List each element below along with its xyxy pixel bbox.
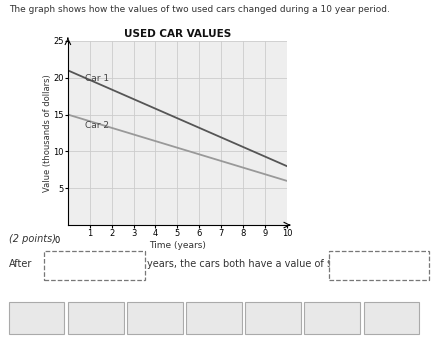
Text: (2 points): (2 points) (9, 234, 56, 243)
Text: :: 6,000: :: 6,000 (317, 313, 347, 323)
Text: :: 10: :: 10 (28, 313, 46, 323)
Text: :: 15,000: :: 15,000 (196, 313, 232, 323)
FancyBboxPatch shape (9, 302, 64, 334)
Title: USED CAR VALUES: USED CAR VALUES (124, 29, 231, 39)
FancyBboxPatch shape (364, 302, 419, 334)
FancyBboxPatch shape (68, 302, 124, 334)
FancyBboxPatch shape (328, 251, 429, 280)
FancyBboxPatch shape (245, 302, 301, 334)
Text: After: After (9, 259, 32, 269)
FancyBboxPatch shape (127, 302, 183, 334)
Y-axis label: Value (thousands of dollars): Value (thousands of dollars) (43, 74, 52, 192)
Text: years, the cars both have a value of $: years, the cars both have a value of $ (147, 259, 333, 269)
Text: :: 4: :: 4 (148, 313, 161, 323)
Text: The graph shows how the values of two used cars changed during a 10 year period.: The graph shows how the values of two us… (9, 5, 390, 14)
Text: :: 18,000: :: 18,000 (374, 313, 409, 323)
Text: 0: 0 (54, 236, 60, 245)
Text: Car 2: Car 2 (85, 121, 110, 130)
X-axis label: Time (years): Time (years) (149, 241, 206, 250)
Text: :: 8: :: 8 (89, 313, 102, 323)
Text: :: 9,000: :: 9,000 (258, 313, 288, 323)
FancyBboxPatch shape (44, 251, 145, 280)
FancyBboxPatch shape (304, 302, 360, 334)
Text: Car 1: Car 1 (85, 74, 110, 84)
FancyBboxPatch shape (186, 302, 242, 334)
